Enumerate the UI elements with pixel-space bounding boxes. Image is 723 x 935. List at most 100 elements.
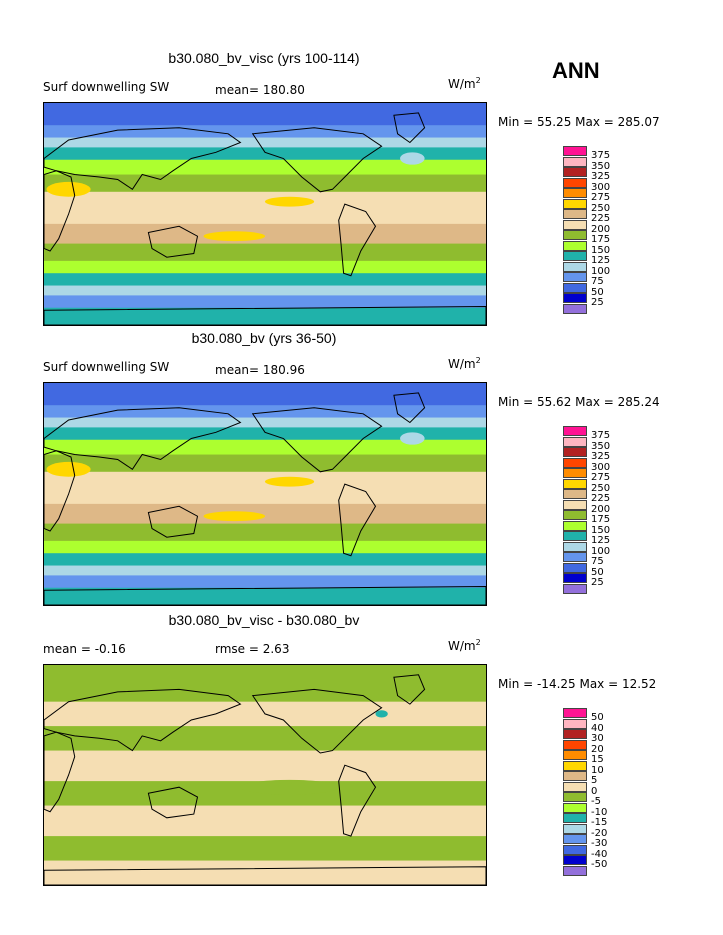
contour-field	[44, 103, 486, 325]
colorbar-tick-label: 175	[591, 234, 611, 245]
colorbar-swatch	[563, 531, 589, 541]
colorbar-swatch	[563, 813, 589, 823]
colorbar-tick-label: 25	[591, 297, 604, 308]
colorbar-swatch	[563, 520, 589, 531]
panel-title: b30.080_bv_visc (yrs 100-114)	[168, 50, 360, 66]
colorbar-tick-label: 15	[591, 754, 604, 765]
coastlines	[44, 674, 486, 885]
colorbar-swatch	[563, 823, 589, 834]
colorbar-tick-label: 300	[591, 461, 611, 473]
colorbar-tick-label: 225	[591, 493, 611, 504]
colorbar-tick-label: 350	[591, 440, 611, 452]
colorbar-swatch	[563, 447, 589, 457]
colorbar-swatch	[563, 240, 589, 251]
colorbar-tick-label: 200	[591, 223, 611, 235]
colorbar-swatch	[563, 792, 589, 802]
colorbar-swatch	[563, 552, 589, 562]
colorbar-swatch	[563, 426, 589, 436]
colorbar-swatch	[563, 834, 589, 844]
colorbar-swatch	[563, 760, 589, 771]
panel-units: W/m2	[448, 356, 481, 371]
min-max-label: Min = 55.62 Max = 285.24	[498, 395, 660, 409]
colorbar-swatch	[563, 293, 589, 303]
colorbar-swatch	[563, 251, 589, 261]
contour-field	[44, 665, 486, 885]
colorbar-swatch	[563, 188, 589, 198]
panel-units: W/m2	[448, 76, 481, 91]
colorbar-swatch	[563, 583, 589, 594]
min-max-label: Min = -14.25 Max = 12.52	[498, 677, 657, 691]
colorbar-swatch	[563, 219, 589, 230]
colorbar-tick-label: 225	[591, 213, 611, 224]
colorbar-tick-label: 30	[591, 733, 604, 744]
colorbar-swatch	[563, 802, 589, 813]
colorbar-swatch	[563, 230, 589, 240]
colorbar-swatch	[563, 167, 589, 177]
colorbar-swatch	[563, 510, 589, 520]
colorbar-swatch	[563, 261, 589, 272]
colorbar-tick-label: 40	[591, 722, 604, 734]
colorbar-tick-label: 125	[591, 535, 611, 546]
colorbar-swatch	[563, 541, 589, 552]
colorbar-tick-label: 75	[591, 276, 604, 287]
colorbar-swatch	[563, 436, 589, 447]
colorbar-tick-label: 20	[591, 743, 604, 755]
colorbar-swatch	[563, 146, 589, 156]
colorbar-tick-label: -20	[591, 827, 608, 839]
colorbar-tick-label: 0	[591, 785, 598, 797]
colorbar-tick-label: -50	[591, 859, 608, 870]
colorbar-tick-label: 250	[591, 202, 611, 214]
colorbar-swatch	[563, 739, 589, 750]
min-max-label: Min = 55.25 Max = 285.07	[498, 115, 660, 129]
colorbar-tick-label: -30	[591, 838, 608, 849]
panel-stat-label: mean= 180.80	[215, 83, 305, 97]
colorbar-swatch	[563, 272, 589, 282]
map-plot	[43, 102, 487, 326]
colorbar-swatch	[563, 844, 589, 855]
colorbar-tick-label: 325	[591, 451, 611, 462]
colorbar-tick-label: -15	[591, 817, 608, 828]
panel-title: b30.080_bv (yrs 36-50)	[191, 330, 337, 346]
colorbar-tick-label: 150	[591, 524, 611, 536]
colorbar-swatch	[563, 573, 589, 583]
colorbar-swatch	[563, 457, 589, 468]
colorbar-tick-label: 50	[591, 712, 604, 723]
map-plot	[43, 382, 487, 606]
panel-stat-label: mean= 180.96	[215, 363, 305, 377]
colorbar-tick-label: 100	[591, 545, 611, 557]
colorbar-tick-label: 325	[591, 171, 611, 182]
colorbar-tick-label: 5	[591, 775, 598, 786]
colorbar: 50 40 30 20 15 10 5 0 -5 -10 -15 -20 -30 -40 -50	[563, 708, 623, 880]
colorbar-swatch	[563, 156, 589, 167]
colorbar-tick-label: 375	[591, 150, 611, 161]
panel-left-label: Surf downwelling SW	[43, 80, 170, 94]
colorbar-swatch	[563, 855, 589, 865]
panel-left-label: mean = -0.16	[43, 642, 126, 656]
colorbar-swatch	[563, 729, 589, 739]
colorbar-tick-label: 275	[591, 192, 611, 203]
colorbar-swatch	[563, 771, 589, 781]
map-plot	[43, 664, 487, 886]
panel-units: W/m2	[448, 638, 481, 653]
colorbar-tick-label: 250	[591, 482, 611, 494]
colorbar: 375 350 325 300 275 250 225 200 175 150 125 100 75 50…	[563, 146, 623, 318]
colorbar-swatch	[563, 209, 589, 219]
colorbar-swatch	[563, 282, 589, 293]
colorbar-tick-label: 10	[591, 764, 604, 776]
colorbar-swatch	[563, 562, 589, 573]
colorbar-tick-label: 125	[591, 255, 611, 266]
colorbar-swatch	[563, 303, 589, 314]
season-label: ANN	[552, 58, 600, 83]
contour-field	[44, 383, 486, 605]
colorbar-swatch	[563, 198, 589, 209]
colorbar: 375 350 325 300 275 250 225 200 175 150 125 100 75 50…	[563, 426, 623, 598]
colorbar-tick-label: 300	[591, 181, 611, 193]
colorbar-swatch	[563, 781, 589, 792]
coastlines	[44, 112, 486, 325]
panel-left-label: Surf downwelling SW	[43, 360, 170, 374]
colorbar-swatch	[563, 750, 589, 760]
colorbar-swatch	[563, 718, 589, 729]
colorbar-tick-label: 150	[591, 244, 611, 256]
colorbar-tick-label: 375	[591, 430, 611, 441]
colorbar-swatch	[563, 177, 589, 188]
